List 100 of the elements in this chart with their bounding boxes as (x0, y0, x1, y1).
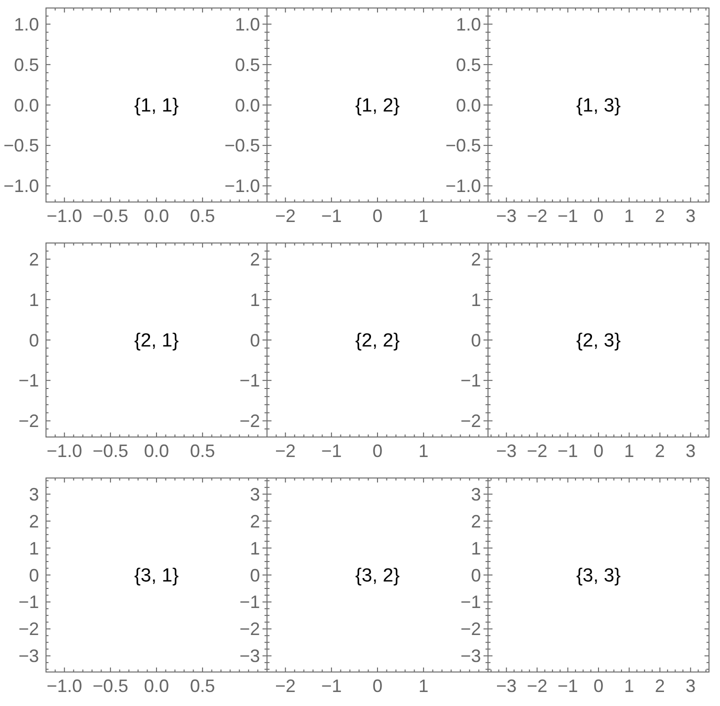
y-tick-label: −1 (18, 370, 39, 391)
y-tick-label: 0 (28, 565, 39, 586)
x-tick-label: 0.5 (190, 676, 216, 696)
y-tick-label: −1.0 (3, 176, 39, 196)
y-tick-label: −2 (460, 411, 481, 432)
y-tick-label: −0.5 (3, 136, 39, 156)
y-tick-label: −2 (18, 411, 39, 432)
y-tick-label: 0.0 (14, 95, 39, 116)
x-tick-label: −0.5 (92, 206, 128, 226)
x-tick-label: −2 (275, 676, 296, 696)
y-tick-label: 1 (28, 538, 39, 558)
x-tick-label: 1 (418, 206, 429, 226)
y-tick-label: 0.0 (456, 95, 481, 116)
y-tick-label: −0.5 (445, 136, 481, 156)
x-tick-label: 3 (686, 676, 696, 696)
x-tick-label: −2 (275, 206, 296, 226)
annotation: {2, 2} (355, 330, 400, 352)
y-tick-label: −1.0 (445, 176, 481, 196)
y-tick-label: 0 (470, 565, 481, 586)
x-tick-label: 0 (593, 206, 604, 226)
x-tick-label: 0 (372, 441, 383, 461)
x-tick-label: 2 (654, 441, 665, 461)
y-tick-label: −1 (460, 370, 481, 391)
y-tick-label: −2 (460, 619, 481, 640)
x-tick-label: 0 (593, 441, 604, 461)
x-tick-label: −1 (321, 676, 342, 696)
x-tick-label: 1 (624, 676, 634, 696)
y-tick-label: 2 (470, 249, 481, 270)
x-tick-label: 0 (372, 206, 383, 226)
y-tick-label: −0.5 (224, 136, 260, 156)
annotation: {3, 1} (134, 566, 179, 587)
y-tick-label: −2 (239, 619, 260, 640)
x-tick-label: 3 (686, 441, 696, 461)
x-tick-label: 0 (372, 676, 383, 696)
y-tick-label: 1.0 (14, 14, 39, 34)
annotation: {1, 1} (134, 96, 179, 117)
y-tick-label: −2 (18, 619, 39, 640)
x-tick-label: −1.0 (46, 206, 82, 226)
x-tick-label: −1 (321, 206, 342, 226)
y-tick-label: 1 (250, 538, 260, 558)
y-tick-label: 0 (250, 565, 260, 586)
annotation: {1, 3} (576, 96, 621, 117)
y-tick-label: −1 (460, 592, 481, 612)
x-tick-label: −0.5 (92, 676, 128, 696)
x-tick-label: 0.0 (144, 676, 170, 696)
x-tick-label: −2 (275, 441, 296, 461)
x-tick-label: 0.0 (144, 206, 170, 226)
x-tick-label: −3 (496, 441, 517, 461)
y-tick-label: −2 (239, 411, 260, 432)
x-tick-label: −0.5 (92, 441, 128, 461)
y-tick-label: 3 (470, 484, 481, 504)
y-tick-label: −1 (239, 592, 260, 612)
x-tick-label: 0.0 (144, 441, 170, 461)
y-tick-label: 2 (470, 511, 481, 532)
x-tick-label: 1 (624, 441, 634, 461)
y-tick-label: −1 (18, 592, 39, 612)
x-tick-label: −2 (526, 676, 548, 696)
x-tick-label: −3 (496, 206, 517, 226)
y-tick-label: −1 (239, 370, 260, 391)
y-tick-label: 0 (28, 330, 39, 350)
y-tick-label: 0.5 (14, 54, 39, 75)
y-tick-label: −3 (239, 646, 260, 666)
annotation: {2, 1} (134, 330, 179, 352)
x-tick-label: −1 (558, 676, 578, 696)
y-tick-label: 2 (250, 511, 260, 532)
y-tick-label: 3 (28, 484, 39, 504)
x-tick-label: −3 (496, 676, 517, 696)
y-tick-label: 0.0 (234, 95, 260, 116)
y-tick-label: −1.0 (224, 176, 260, 196)
x-tick-label: 1 (624, 206, 634, 226)
x-tick-label: 1 (418, 441, 429, 461)
x-tick-label: 3 (686, 206, 696, 226)
y-tick-label: 0.5 (456, 54, 481, 75)
y-tick-label: 1.0 (234, 14, 260, 34)
y-tick-label: 0 (250, 330, 260, 350)
y-tick-label: −3 (460, 646, 481, 666)
x-tick-label: −1 (558, 206, 578, 226)
y-tick-label: 1 (28, 290, 39, 310)
y-tick-label: 1 (250, 290, 260, 310)
x-tick-label: 0 (593, 676, 604, 696)
x-tick-label: −1 (558, 441, 578, 461)
y-tick-label: 3 (250, 484, 260, 504)
y-tick-label: 1.0 (456, 14, 481, 34)
annotation: {3, 3} (576, 566, 621, 587)
y-tick-label: 0.5 (234, 54, 260, 75)
y-tick-label: 1 (470, 538, 481, 558)
x-tick-label: 0.5 (190, 441, 216, 461)
x-tick-label: 1 (418, 676, 429, 696)
x-tick-label: −2 (526, 206, 548, 226)
x-tick-label: 2 (654, 676, 665, 696)
x-tick-label: 0.5 (190, 206, 216, 226)
y-tick-label: 2 (28, 511, 39, 532)
annotation: {1, 2} (355, 96, 400, 117)
x-tick-label: −2 (526, 441, 548, 461)
x-tick-label: −1.0 (46, 441, 82, 461)
y-tick-label: 2 (28, 249, 39, 270)
y-tick-label: 0 (470, 330, 481, 350)
annotation: {3, 2} (355, 566, 400, 587)
y-tick-label: 1 (470, 290, 481, 310)
x-tick-label: 2 (654, 206, 665, 226)
